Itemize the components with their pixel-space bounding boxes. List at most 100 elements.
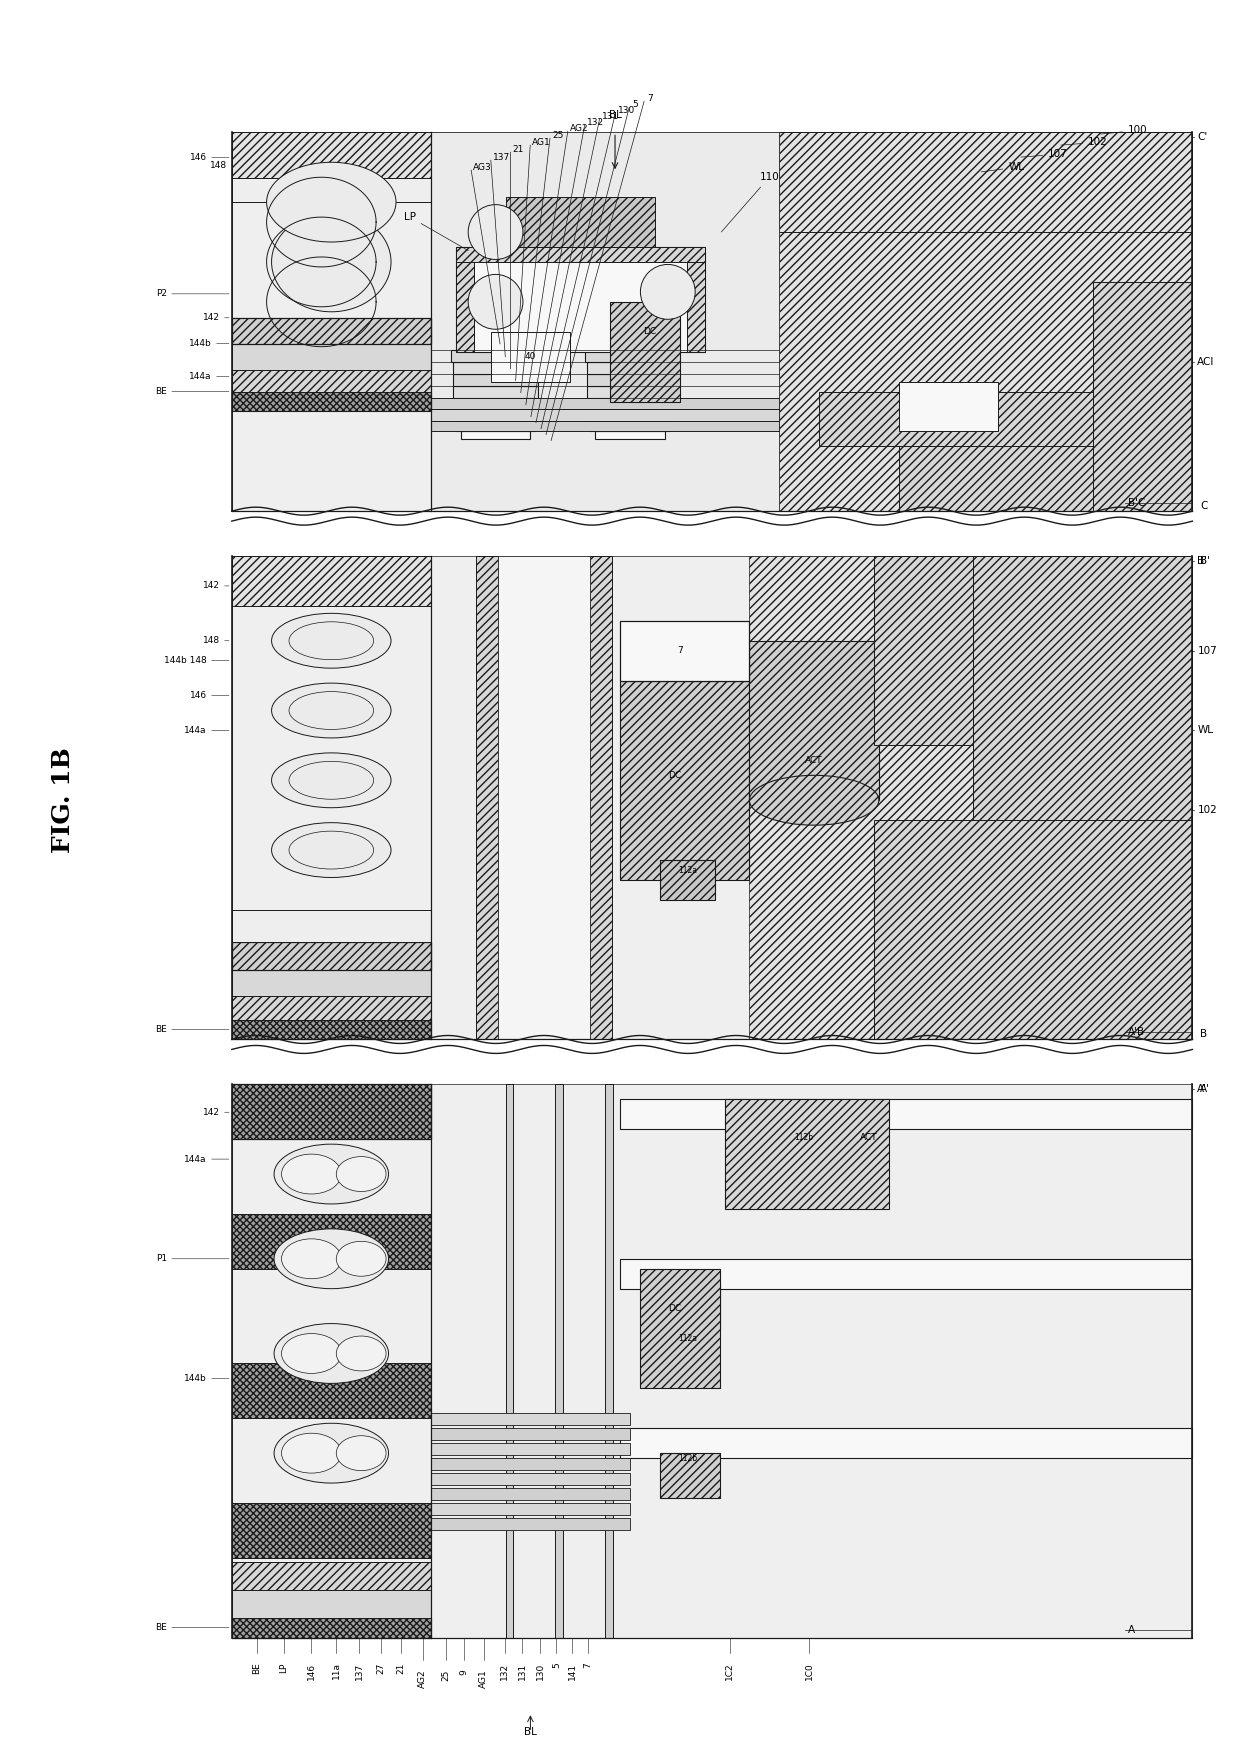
Bar <box>605 1084 613 1638</box>
Bar <box>779 133 1193 512</box>
Text: DC: DC <box>644 328 656 336</box>
Bar <box>453 373 538 385</box>
Bar <box>451 350 541 361</box>
Text: 112b: 112b <box>795 1134 813 1142</box>
Text: 5: 5 <box>632 100 637 109</box>
Text: 130: 130 <box>618 105 635 116</box>
Bar <box>620 1428 1193 1458</box>
Text: 107: 107 <box>1198 646 1218 655</box>
Text: 148: 148 <box>210 161 227 170</box>
Bar <box>749 641 879 801</box>
Bar <box>590 398 670 410</box>
Text: WL: WL <box>981 163 1024 172</box>
Bar <box>232 555 1193 1039</box>
Bar <box>430 1487 630 1500</box>
Text: 131: 131 <box>518 1663 527 1680</box>
Text: 102: 102 <box>1198 806 1218 815</box>
Bar <box>461 431 531 440</box>
Bar <box>724 1099 889 1209</box>
Bar <box>430 133 779 512</box>
Text: 144b: 144b <box>188 340 212 349</box>
Ellipse shape <box>640 265 696 319</box>
Text: 137: 137 <box>492 152 510 161</box>
Bar <box>232 391 430 412</box>
Ellipse shape <box>469 275 523 329</box>
Text: DC: DC <box>668 771 681 780</box>
Bar <box>660 1284 719 1328</box>
Bar <box>588 385 673 398</box>
Bar <box>620 1258 1193 1289</box>
Ellipse shape <box>336 1156 386 1191</box>
Bar <box>430 1473 630 1486</box>
Bar <box>430 1503 630 1515</box>
Text: 144b: 144b <box>184 1374 207 1382</box>
Text: 102: 102 <box>1060 137 1107 147</box>
Bar <box>456 422 536 431</box>
Text: 7: 7 <box>584 1663 593 1668</box>
Ellipse shape <box>272 683 391 738</box>
Text: 144a: 144a <box>190 371 212 382</box>
Bar <box>232 1503 430 1558</box>
Text: WL: WL <box>1198 725 1214 736</box>
Ellipse shape <box>336 1337 386 1370</box>
Bar <box>506 1084 513 1638</box>
Bar <box>779 133 1193 231</box>
Text: P1: P1 <box>156 1254 167 1263</box>
Bar <box>430 398 779 410</box>
Bar <box>660 860 714 901</box>
Text: LP: LP <box>279 1663 288 1673</box>
Text: 142: 142 <box>203 314 219 322</box>
Bar <box>232 995 430 1020</box>
Text: 146: 146 <box>190 152 207 161</box>
Bar <box>430 1444 630 1456</box>
Text: 144a: 144a <box>185 1155 207 1163</box>
Bar <box>232 1617 430 1638</box>
Bar <box>232 909 430 943</box>
Ellipse shape <box>272 212 391 312</box>
Bar <box>232 555 430 1039</box>
Text: 40: 40 <box>525 352 536 361</box>
Text: 144a: 144a <box>185 725 207 734</box>
Bar <box>232 1363 430 1419</box>
Text: AG1: AG1 <box>532 138 551 147</box>
Bar <box>874 555 973 745</box>
Bar <box>232 133 430 512</box>
Ellipse shape <box>749 776 879 825</box>
Text: LP: LP <box>404 212 469 251</box>
Bar <box>456 247 474 352</box>
Bar <box>232 317 430 343</box>
Bar <box>973 555 1193 906</box>
Text: 107: 107 <box>1021 149 1068 159</box>
Ellipse shape <box>281 1333 341 1374</box>
Text: FIG. 1B: FIG. 1B <box>51 748 74 853</box>
Bar <box>430 1428 630 1440</box>
Text: B'C: B'C <box>1127 498 1145 508</box>
Bar <box>899 382 998 431</box>
Text: 148: 148 <box>202 636 219 645</box>
Text: 21: 21 <box>397 1663 405 1673</box>
Bar <box>820 391 1193 447</box>
Text: 112b: 112b <box>678 1454 697 1463</box>
Text: 11a: 11a <box>332 1663 341 1680</box>
Bar <box>590 410 670 422</box>
Bar <box>620 620 749 680</box>
Text: 137: 137 <box>355 1663 363 1680</box>
Ellipse shape <box>272 613 391 668</box>
Bar <box>232 1084 1193 1638</box>
Text: 25: 25 <box>552 131 564 140</box>
Bar <box>456 398 536 410</box>
Text: ACI: ACI <box>1198 357 1215 366</box>
Text: 1C2: 1C2 <box>725 1663 734 1680</box>
Bar <box>620 1099 1193 1130</box>
Text: 132: 132 <box>500 1663 508 1680</box>
Bar <box>232 133 1193 512</box>
Text: ACT: ACT <box>805 755 823 766</box>
Bar <box>232 555 430 606</box>
Bar <box>874 820 1193 1039</box>
Bar <box>456 247 704 352</box>
Text: B': B' <box>1198 555 1208 566</box>
Bar <box>590 555 613 1039</box>
Text: 100: 100 <box>1101 126 1147 135</box>
Bar <box>660 1452 719 1498</box>
Text: BE: BE <box>252 1663 262 1675</box>
